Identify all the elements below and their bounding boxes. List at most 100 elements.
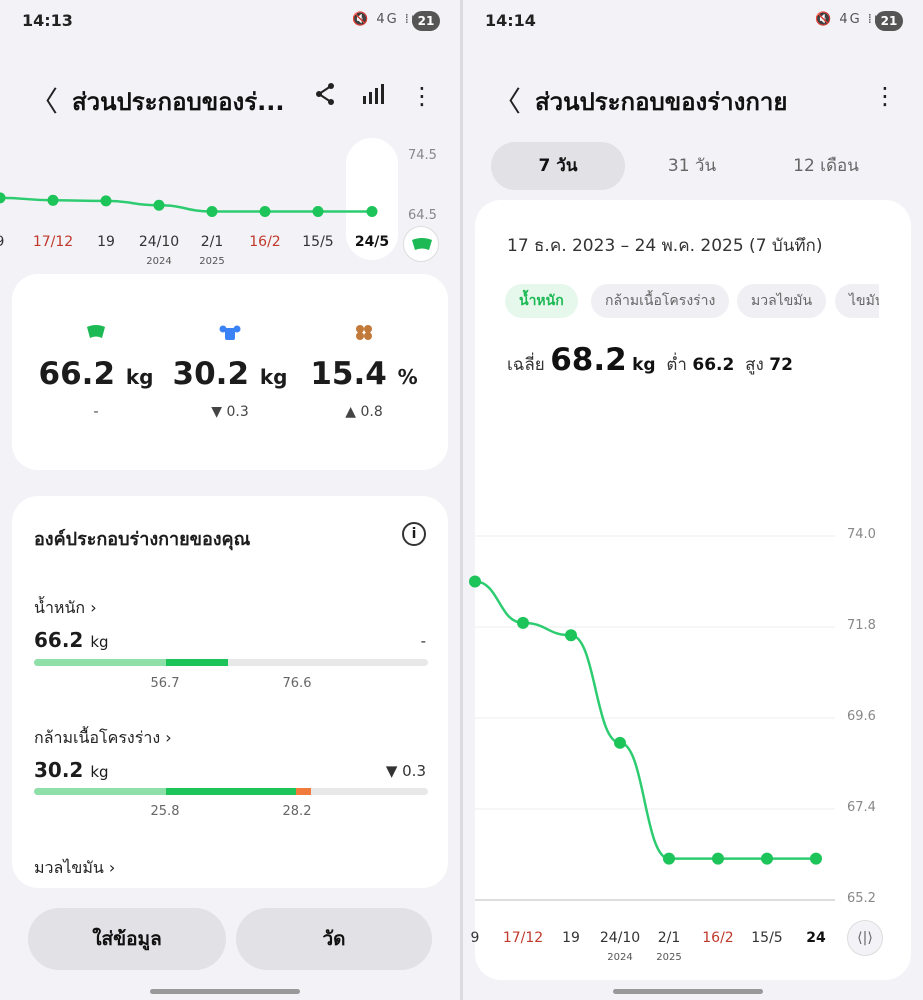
bar-chart-icon[interactable] [362,82,384,112]
chip-fat-mass[interactable]: มวลไขมัน [737,284,827,318]
mini-y-bottom: 64.5 [408,208,437,223]
mini-data-point[interactable] [206,205,218,217]
left-screen: 14:13 🔇 4G ⁞ıll 21 〈 ส่วนประกอบของร่... … [0,0,460,1000]
chip-fat[interactable]: ไขมัน [835,284,879,318]
average-summary: เฉลี่ย 68.2 kg ต่ำ 66.2 สูง 72 [507,342,793,378]
weight-scale-icon [87,325,105,338]
mini-x-tick-label: 17/12 [32,234,74,250]
mini-year-label: 2024 [146,256,172,267]
home-indicator[interactable] [613,989,763,994]
data-point[interactable] [565,629,577,642]
stat-weight[interactable]: 66.2 kg - [26,324,166,420]
stat-delta: ▼ 0.3 [211,404,249,420]
data-point[interactable] [761,852,773,865]
stat-fat[interactable]: 15.4 % ▲ 0.8 [294,324,434,420]
x-tick-label: 24/10 [599,930,641,946]
x-year-label: 2024 [607,952,633,963]
weight-line-chart[interactable] [469,520,911,960]
x-tick-label: 16/2 [702,930,734,946]
x-tick-label: 15/5 [751,930,783,946]
mini-data-point[interactable] [153,199,165,211]
data-point[interactable] [810,852,822,865]
stat-unit: kg [259,365,288,389]
mini-chart[interactable]: 74.5 64.5 917/12 19 24/10 2/1 16/2 15/5 24/5 20… [0,130,460,270]
mini-year-label: 2025 [199,256,225,267]
y-tick-label: 69.6 [847,709,876,724]
status-time: 14:14 [485,11,536,30]
weight-delta: - [420,632,426,650]
mini-x-tick-label: 16/2 [249,234,281,250]
mini-data-point[interactable] [0,192,6,204]
stat-value: 15.4 [310,356,387,392]
y-tick-label: 65.2 [847,891,876,906]
chart-card: 17 ธ.ค. 2023 – 24 พ.ค. 2025 (7 บันทึก) น… [469,200,911,980]
muscle-label: กล้ามเนื้อโครงร่าง [34,728,161,747]
weight-low-label: 56.7 [150,676,180,691]
chevron-right-icon: › [108,858,116,877]
mini-x-tick-label: 24/5 [354,234,390,250]
x-tick-label: 9 [470,930,480,946]
mini-data-point[interactable] [366,205,378,217]
high-value: 72 [769,355,793,375]
weight-row-link[interactable]: น้ำหนัก › [34,596,97,621]
battery-icon: 21 [875,11,903,31]
muscle-low-label: 25.8 [150,804,180,819]
stat-value: 30.2 [172,356,250,392]
mini-series-line [0,196,372,213]
measure-button[interactable]: วัด [236,908,432,970]
chip-muscle[interactable]: กล้ามเนื้อโครงร่าง [591,284,730,318]
mini-data-point[interactable] [312,205,324,217]
mini-x-tick-label: 15/5 [302,234,334,250]
back-arrow-icon[interactable]: 〈 [30,85,59,118]
share-icon[interactable] [314,82,336,112]
chip-weight[interactable]: น้ำหนัก [505,284,578,318]
mini-x-tick-label: 19 [97,234,115,250]
muscle-icon [219,325,241,340]
page-title: ส่วนประกอบของร่... [72,88,285,116]
weight-scale-icon[interactable] [403,226,439,262]
more-options-icon[interactable]: ⋮ [873,82,897,110]
info-icon[interactable]: i [402,522,426,546]
tab-7-days[interactable]: 7 วัน [491,142,625,190]
data-point[interactable] [663,852,675,865]
mini-line-chart [0,192,378,217]
low-label: ต่ำ [666,355,687,375]
weight-unit: kg [90,633,109,651]
composition-card: องค์ประกอบร่างกายของคุณ i น้ำหนัก › 66.2… [12,496,448,888]
data-point[interactable] [614,736,626,749]
mini-data-point[interactable] [100,195,112,207]
enter-data-button[interactable]: ใส่ข้อมูล [28,908,226,970]
stat-unit: % [397,365,418,389]
data-point[interactable] [712,852,724,865]
back-arrow-icon[interactable]: 〈 [493,85,522,118]
signal-icons: 🔇 4G ⁞ıll [815,12,891,27]
data-point[interactable] [469,575,481,588]
stat-value: 66.2 [38,356,116,392]
mini-x-tick-label: 9 [0,234,30,250]
muscle-row-link[interactable]: กล้ามเนื้อโครงร่าง › [34,726,172,751]
tab-31-days[interactable]: 31 วัน [667,156,717,176]
tab-12-months[interactable]: 12 เดือน [793,156,859,176]
expand-icon[interactable]: ⟨|⟩ [847,920,883,956]
weight-value: 66.2 kg [34,628,109,652]
mini-data-point[interactable] [47,194,59,206]
home-indicator[interactable] [150,989,300,994]
period-tabs: 7 วัน 31 วัน 12 เดือน [491,142,891,190]
y-tick-label: 74.0 [847,527,876,542]
fat-label: มวลไขมัน [34,858,104,877]
mini-y-top: 74.5 [408,148,437,163]
x-tick-label: 17/12 [502,930,544,946]
fat-row-link[interactable]: มวลไขมัน › [34,856,115,881]
top-app-bar: 〈 ส่วนประกอบของร่... ⋮ [0,78,460,118]
more-options-icon[interactable]: ⋮ [410,82,434,110]
x-tick-label: 24 [806,930,826,946]
body-fat-icon [356,325,372,340]
mini-x-tick-label: 24/10 [138,234,180,250]
muscle-unit: kg [90,763,109,781]
muscle-number: 30.2 [34,758,84,782]
battery-icon: 21 [412,11,440,31]
data-point[interactable] [517,616,529,629]
mini-data-point[interactable] [259,205,271,217]
stat-muscle[interactable]: 30.2 kg ▼ 0.3 [160,324,300,420]
summary-card: 66.2 kg - 30.2 kg ▼ 0.3 15.4 % ▲ 0.8 [12,274,448,470]
